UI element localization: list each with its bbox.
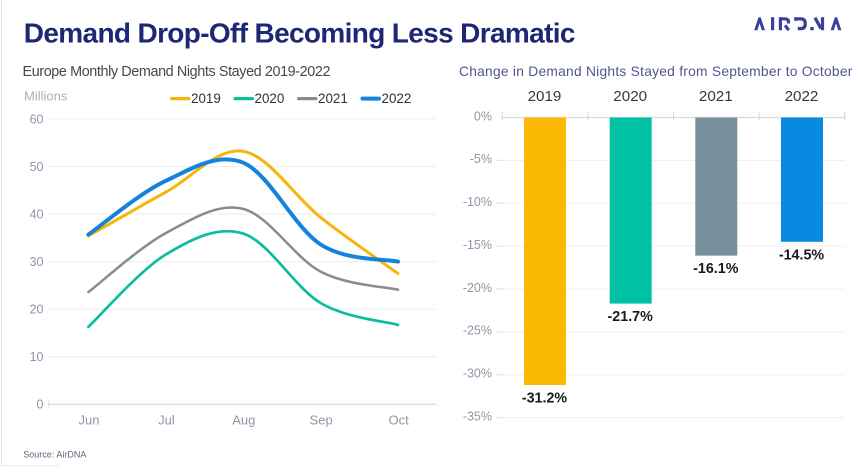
svg-text:-35%: -35% xyxy=(463,409,492,423)
svg-text:0: 0 xyxy=(37,398,44,412)
svg-text:2020: 2020 xyxy=(255,91,285,106)
svg-text:Source: AirDNA: Source: AirDNA xyxy=(23,450,86,460)
svg-text:-20%: -20% xyxy=(463,281,492,295)
svg-text:20: 20 xyxy=(30,303,44,317)
svg-text:-21.7%: -21.7% xyxy=(608,309,654,325)
svg-text:Change in Demand Nights Stayed: Change in Demand Nights Stayed from Sept… xyxy=(459,64,853,79)
svg-text:Oct: Oct xyxy=(388,413,409,428)
svg-text:Demand Drop-Off Becoming Less: Demand Drop-Off Becoming Less Dramatic xyxy=(24,18,575,49)
svg-text:2022: 2022 xyxy=(382,91,412,106)
svg-text:2019: 2019 xyxy=(191,91,221,106)
svg-text:Millions: Millions xyxy=(24,89,68,104)
svg-text:2021: 2021 xyxy=(699,88,733,105)
svg-text:-16.1%: -16.1% xyxy=(693,261,739,277)
svg-text:2020: 2020 xyxy=(613,88,647,105)
svg-text:-5%: -5% xyxy=(470,152,492,166)
svg-text:-10%: -10% xyxy=(463,195,492,209)
svg-text:-30%: -30% xyxy=(463,367,492,381)
svg-text:-25%: -25% xyxy=(463,324,492,338)
svg-text:40: 40 xyxy=(30,207,44,221)
svg-text:2022: 2022 xyxy=(785,88,819,105)
svg-text:Aug: Aug xyxy=(232,413,255,428)
svg-text:2021: 2021 xyxy=(318,91,348,106)
svg-text:Jun: Jun xyxy=(79,413,100,428)
svg-text:0%: 0% xyxy=(474,109,492,123)
svg-text:-14.5%: -14.5% xyxy=(779,247,825,263)
svg-text:2019: 2019 xyxy=(528,88,562,105)
svg-text:Jul: Jul xyxy=(158,413,175,428)
svg-text:50: 50 xyxy=(30,160,44,174)
svg-text:Sep: Sep xyxy=(310,413,333,428)
svg-text:-15%: -15% xyxy=(463,238,492,252)
svg-text:-31.2%: -31.2% xyxy=(522,391,568,407)
svg-text:30: 30 xyxy=(30,255,44,269)
svg-text:60: 60 xyxy=(30,112,44,126)
svg-text:10: 10 xyxy=(30,350,44,364)
svg-text:Europe Monthly Demand Nights S: Europe Monthly Demand Nights Stayed 2019… xyxy=(23,64,331,80)
